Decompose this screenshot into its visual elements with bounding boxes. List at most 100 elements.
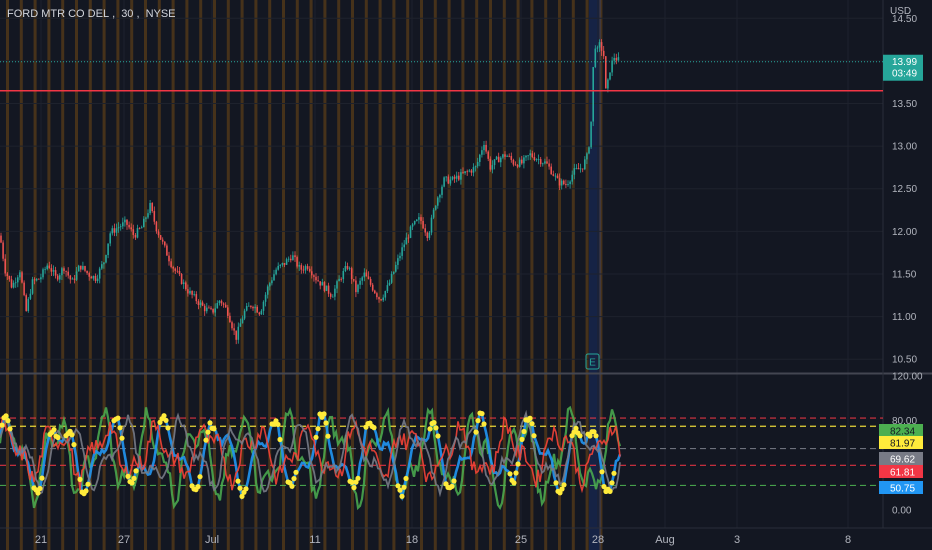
candle-body xyxy=(321,282,324,286)
candle-body xyxy=(302,269,305,271)
candle-body xyxy=(71,278,74,280)
signal-dot xyxy=(5,418,11,424)
candle-body xyxy=(224,304,227,308)
candle-body xyxy=(493,159,496,166)
candle-body xyxy=(338,278,340,282)
signal-dot xyxy=(593,433,599,439)
candle-body xyxy=(588,147,590,154)
candle-body xyxy=(88,273,90,277)
candle-body xyxy=(340,278,342,280)
candle-body xyxy=(533,157,536,161)
candle-body xyxy=(164,241,166,246)
signal-dot xyxy=(315,426,321,432)
candle-body xyxy=(130,227,132,230)
signal-dot xyxy=(133,468,139,474)
candle-body xyxy=(304,266,307,271)
candle-body xyxy=(485,144,487,152)
signal-dot xyxy=(161,413,167,419)
time-axis-tick: 8 xyxy=(845,534,851,546)
candle-body xyxy=(266,286,269,295)
level-label-bg xyxy=(879,465,923,478)
candle-body xyxy=(334,288,336,297)
level-label-bg xyxy=(879,436,923,449)
candle-body xyxy=(594,48,597,68)
session-band xyxy=(489,0,492,550)
candle-body xyxy=(117,227,120,229)
candle-body xyxy=(548,163,550,167)
candle-body xyxy=(313,275,315,277)
candle-body xyxy=(155,221,158,232)
candle-body xyxy=(342,270,345,280)
candle-body xyxy=(300,265,303,270)
candle-body xyxy=(497,156,500,163)
candle-body xyxy=(416,219,418,222)
session-band xyxy=(116,0,120,550)
candle-body xyxy=(374,290,376,294)
candle-body xyxy=(107,243,109,256)
candle-body xyxy=(617,57,620,61)
signal-dot xyxy=(399,493,405,499)
session-band xyxy=(254,0,258,550)
signal-dot xyxy=(163,417,169,423)
candle-body xyxy=(592,67,594,122)
candle-body xyxy=(502,154,504,158)
signal-dot xyxy=(207,420,213,426)
candle-body xyxy=(323,282,326,291)
candle-body xyxy=(611,60,613,73)
candle-body xyxy=(491,165,494,170)
candle-body xyxy=(451,176,454,180)
candle-body xyxy=(77,265,80,272)
series-line-fast xyxy=(0,405,622,511)
candle-body xyxy=(61,268,63,276)
signal-dot xyxy=(0,422,5,428)
candle-body xyxy=(101,264,103,269)
candle-body xyxy=(40,277,42,280)
candle-body xyxy=(470,170,473,173)
candle-body xyxy=(98,268,101,279)
signal-dot xyxy=(431,420,437,426)
candle-body xyxy=(506,155,508,157)
time-axis-tick: 18 xyxy=(406,534,418,546)
candle-body xyxy=(138,228,141,229)
time-axis-tick: 25 xyxy=(515,534,527,546)
candle-body xyxy=(248,305,250,307)
signal-dot xyxy=(37,485,43,492)
signal-dot xyxy=(561,482,567,488)
candle-body xyxy=(607,79,609,89)
candle-body xyxy=(216,302,219,309)
signal-dot xyxy=(355,475,361,481)
signal-dot xyxy=(607,488,613,494)
candle-body xyxy=(598,42,601,48)
candle-body xyxy=(195,294,198,302)
level-label-bg xyxy=(879,424,923,437)
signal-dot xyxy=(513,470,519,476)
candle-body xyxy=(357,284,359,293)
candle-body xyxy=(495,156,498,160)
session-band xyxy=(516,0,520,550)
candle-body xyxy=(397,258,399,265)
candle-body xyxy=(529,153,531,156)
signal-dot xyxy=(77,476,83,482)
signal-dot xyxy=(197,474,203,480)
candle-body xyxy=(346,266,349,269)
candle-body xyxy=(250,305,252,307)
session-band xyxy=(213,0,216,550)
session-band xyxy=(378,0,382,550)
candle-body xyxy=(206,307,208,312)
candle-body xyxy=(567,184,569,186)
candle-body xyxy=(193,294,195,295)
signal-dot xyxy=(275,421,281,428)
candle-body xyxy=(447,176,450,184)
candle-body xyxy=(344,266,347,271)
exchange: NYSE xyxy=(145,8,176,20)
candle-body xyxy=(241,318,244,324)
candle-body xyxy=(264,294,267,302)
signal-dot xyxy=(473,429,479,435)
signal-dot xyxy=(481,421,487,427)
candle-body xyxy=(12,282,15,288)
candle-body xyxy=(143,218,145,228)
title-separator: , xyxy=(112,8,116,20)
signal-dot xyxy=(427,426,433,432)
signal-dot xyxy=(507,471,513,477)
